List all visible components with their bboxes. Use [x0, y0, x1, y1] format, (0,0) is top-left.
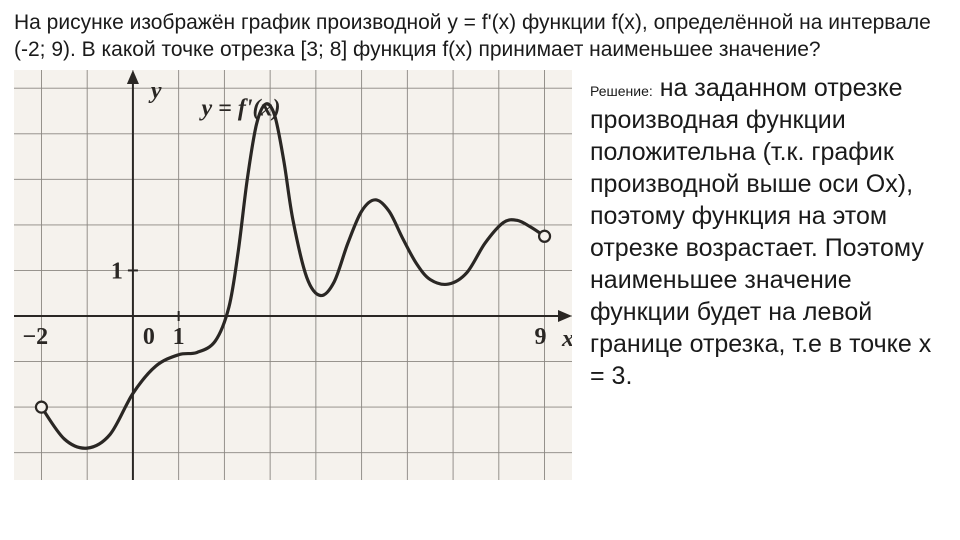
solution-body: на заданном отрезке производная функции … — [590, 74, 931, 390]
derivative-chart: yxy = f'(x)−20191 — [14, 70, 572, 480]
svg-text:−2: −2 — [22, 324, 48, 350]
svg-text:x: x — [561, 326, 572, 352]
solution-text: Решение: на заданном отрезке производная… — [590, 70, 946, 392]
svg-text:9: 9 — [535, 324, 547, 350]
content-row: yxy = f'(x)−20191 Решение: на заданном о… — [14, 70, 946, 530]
svg-text:0: 0 — [143, 324, 155, 350]
problem-text: На рисунке изображён график производной … — [14, 10, 946, 64]
svg-text:y = f'(x): y = f'(x) — [199, 95, 281, 121]
svg-text:1: 1 — [173, 324, 185, 350]
solution-label: Решение: — [590, 83, 653, 99]
svg-text:y: y — [148, 78, 162, 104]
chart-svg: yxy = f'(x)−20191 — [14, 70, 572, 480]
svg-text:1: 1 — [111, 258, 123, 284]
